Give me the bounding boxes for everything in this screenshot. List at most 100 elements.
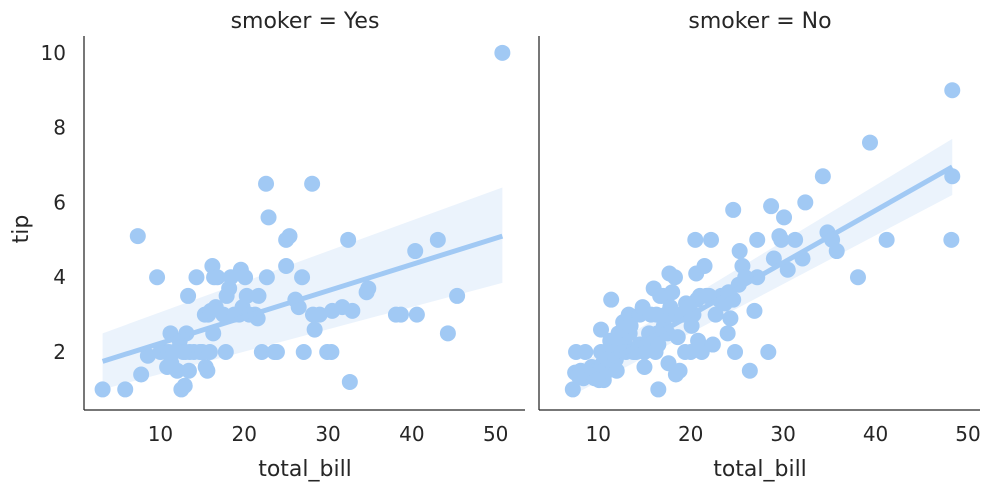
data-point bbox=[603, 291, 620, 308]
data-point bbox=[449, 287, 466, 304]
y-tick-label: 4 bbox=[53, 265, 66, 289]
data-point bbox=[760, 344, 777, 361]
data-point bbox=[593, 321, 610, 338]
y-tick-label: 2 bbox=[53, 340, 66, 364]
data-point bbox=[608, 362, 625, 379]
data-point bbox=[944, 168, 961, 185]
data-point bbox=[139, 347, 156, 364]
data-point bbox=[169, 362, 186, 379]
data-point bbox=[201, 344, 218, 361]
panel-smoker-yes: 10 20 30 40 50 2 4 6 8 10 tip total_bill smoker = Ye… bbox=[9, 9, 525, 482]
data-point bbox=[199, 362, 216, 379]
data-point bbox=[669, 329, 686, 346]
data-point bbox=[666, 269, 683, 286]
data-point bbox=[727, 344, 744, 361]
x-tick-label: 50 bbox=[955, 422, 980, 446]
data-point bbox=[180, 362, 197, 379]
data-point bbox=[622, 317, 639, 334]
data-point bbox=[636, 358, 653, 375]
data-point bbox=[180, 287, 197, 304]
data-point bbox=[704, 336, 721, 353]
confidence-band bbox=[102, 187, 503, 390]
data-point bbox=[725, 201, 742, 218]
data-point bbox=[323, 344, 340, 361]
data-point bbox=[787, 231, 804, 248]
data-point bbox=[741, 362, 758, 379]
data-point bbox=[341, 373, 358, 390]
data-point bbox=[703, 231, 720, 248]
data-point bbox=[849, 269, 866, 286]
panel-title: smoker = No bbox=[688, 9, 831, 34]
x-tick-label: 40 bbox=[863, 422, 888, 446]
regression-line bbox=[571, 164, 954, 385]
y-tick-label: 10 bbox=[41, 41, 66, 65]
x-tick-label: 40 bbox=[399, 422, 424, 446]
data-point bbox=[797, 194, 814, 211]
data-point bbox=[149, 269, 166, 286]
data-point bbox=[746, 302, 763, 319]
data-point bbox=[944, 82, 961, 99]
data-point bbox=[943, 231, 960, 248]
data-point bbox=[814, 168, 831, 185]
data-point bbox=[217, 344, 234, 361]
data-point bbox=[722, 310, 739, 327]
data-point bbox=[133, 366, 150, 383]
data-point bbox=[129, 228, 146, 245]
data-point bbox=[731, 243, 748, 260]
data-point bbox=[494, 44, 511, 61]
data-point bbox=[773, 231, 790, 248]
x-tick-label: 30 bbox=[315, 422, 340, 446]
data-point bbox=[650, 336, 667, 353]
data-point bbox=[828, 243, 845, 260]
data-point bbox=[253, 344, 270, 361]
data-point bbox=[260, 209, 277, 226]
data-point bbox=[360, 280, 377, 297]
panel-title: smoker = Yes bbox=[231, 9, 380, 34]
data-point bbox=[344, 302, 361, 319]
panel-smoker-no: 10 20 30 40 50 total_bill smoker = No bbox=[538, 9, 981, 482]
data-point bbox=[408, 306, 425, 323]
data-point bbox=[749, 231, 766, 248]
data-point bbox=[295, 344, 312, 361]
x-tick-label: 10 bbox=[148, 422, 173, 446]
data-point bbox=[294, 269, 311, 286]
data-point bbox=[281, 228, 298, 245]
x-tick-label: 10 bbox=[586, 422, 611, 446]
data-point bbox=[407, 243, 424, 260]
data-point bbox=[188, 269, 205, 286]
data-point bbox=[779, 261, 796, 278]
data-point bbox=[176, 377, 193, 394]
data-point bbox=[862, 134, 878, 151]
y-axis-label: tip bbox=[9, 215, 34, 244]
data-point bbox=[306, 321, 323, 338]
data-point bbox=[94, 381, 111, 398]
y-tick-label: 6 bbox=[53, 190, 66, 214]
x-axis-label: total_bill bbox=[713, 457, 807, 482]
data-point bbox=[250, 287, 267, 304]
data-point bbox=[577, 344, 594, 361]
x-tick-label: 30 bbox=[770, 422, 795, 446]
data-point bbox=[776, 209, 793, 226]
data-point bbox=[878, 231, 895, 248]
data-point bbox=[304, 175, 321, 192]
data-point bbox=[650, 381, 667, 398]
data-point bbox=[268, 344, 285, 361]
x-tick-label: 50 bbox=[483, 422, 508, 446]
x-axis-label: total_bill bbox=[258, 457, 352, 482]
data-point bbox=[258, 269, 275, 286]
y-tick-label: 8 bbox=[53, 116, 66, 140]
data-point bbox=[696, 258, 713, 275]
data-point bbox=[209, 269, 226, 286]
data-point bbox=[763, 198, 780, 215]
data-point bbox=[564, 381, 581, 398]
data-point bbox=[117, 381, 134, 398]
data-point bbox=[707, 306, 724, 323]
data-point bbox=[687, 231, 704, 248]
data-point bbox=[238, 287, 255, 304]
data-point bbox=[392, 306, 409, 323]
data-point bbox=[429, 231, 446, 248]
data-point bbox=[765, 250, 782, 267]
x-tick-label: 20 bbox=[678, 422, 703, 446]
regression-line bbox=[101, 233, 504, 364]
data-point bbox=[278, 258, 295, 275]
